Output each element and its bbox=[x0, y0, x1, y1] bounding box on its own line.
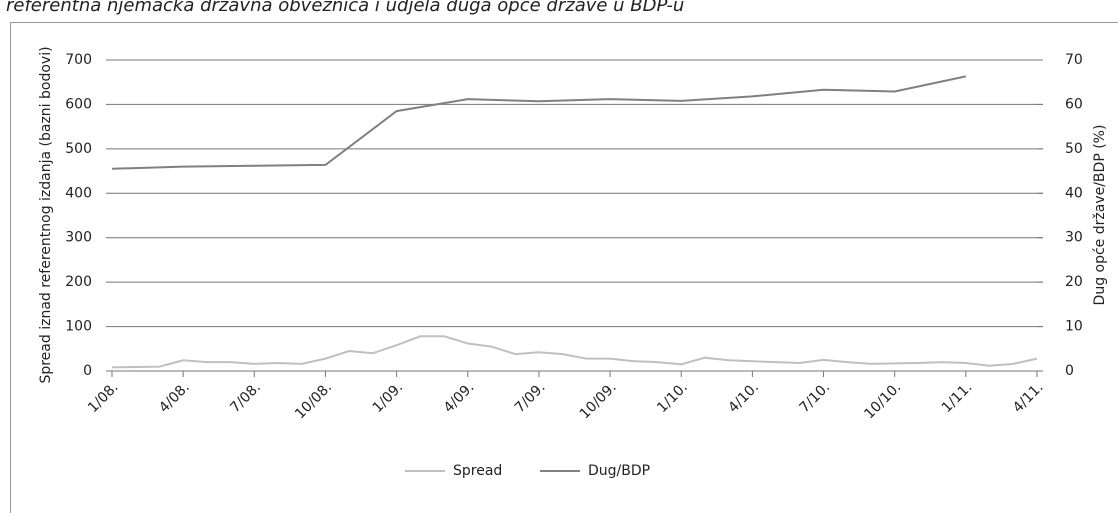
line-series bbox=[111, 75, 967, 170]
y-tick-label: 600 bbox=[65, 96, 92, 112]
x-tick-label: 10/10. bbox=[861, 379, 904, 422]
y2-tick-label: 60 bbox=[1065, 96, 1083, 112]
y2-tick-label: 0 bbox=[1065, 363, 1074, 379]
y2-tick-label: 30 bbox=[1065, 230, 1083, 246]
x-tick-label: 4/10. bbox=[725, 379, 762, 416]
y2-tick-label: 20 bbox=[1065, 274, 1083, 290]
y-tick-label: 0 bbox=[83, 363, 92, 379]
y2-tick-label: 10 bbox=[1065, 319, 1083, 335]
y-tick-label: 200 bbox=[65, 274, 92, 290]
x-tick-label: 1/09. bbox=[370, 379, 407, 416]
y-tick-label: 300 bbox=[65, 230, 92, 246]
y-tick-label: 500 bbox=[65, 141, 92, 157]
x-tick-label: 4/11. bbox=[1010, 379, 1047, 416]
x-tick-label: 1/11. bbox=[939, 379, 976, 416]
x-tick-label: 4/09. bbox=[441, 379, 478, 416]
x-tick-label: 4/08. bbox=[156, 379, 193, 416]
legend-label: Dug/BDP bbox=[588, 463, 650, 479]
legend-label: Spread bbox=[453, 463, 502, 479]
y-tick-label: 100 bbox=[65, 319, 92, 335]
line-series bbox=[111, 335, 1038, 369]
y2-tick-label: 50 bbox=[1065, 141, 1083, 157]
chart-border bbox=[10, 22, 1118, 513]
y2-tick-label: 70 bbox=[1065, 52, 1083, 68]
y2-axis-label: Dug opće države/BDP (%) bbox=[1092, 125, 1108, 306]
x-tick-label: 7/09. bbox=[512, 379, 549, 416]
x-tick-label: 7/10. bbox=[797, 379, 834, 416]
x-tick-label: 10/08. bbox=[292, 379, 335, 422]
y-tick-label: 400 bbox=[65, 185, 92, 201]
y-axis-label: Spread iznad referentnog izdanja (bazni … bbox=[38, 46, 54, 383]
y-tick-label: 700 bbox=[65, 52, 92, 68]
x-tick-label: 7/08. bbox=[227, 379, 264, 416]
chart-title: referentna njemačka državna obveznica i … bbox=[6, 0, 684, 16]
y2-tick-label: 40 bbox=[1065, 185, 1083, 201]
x-tick-label: 1/10. bbox=[654, 379, 691, 416]
x-tick-label: 10/09. bbox=[577, 379, 620, 422]
x-tick-label: 1/08. bbox=[85, 379, 122, 416]
